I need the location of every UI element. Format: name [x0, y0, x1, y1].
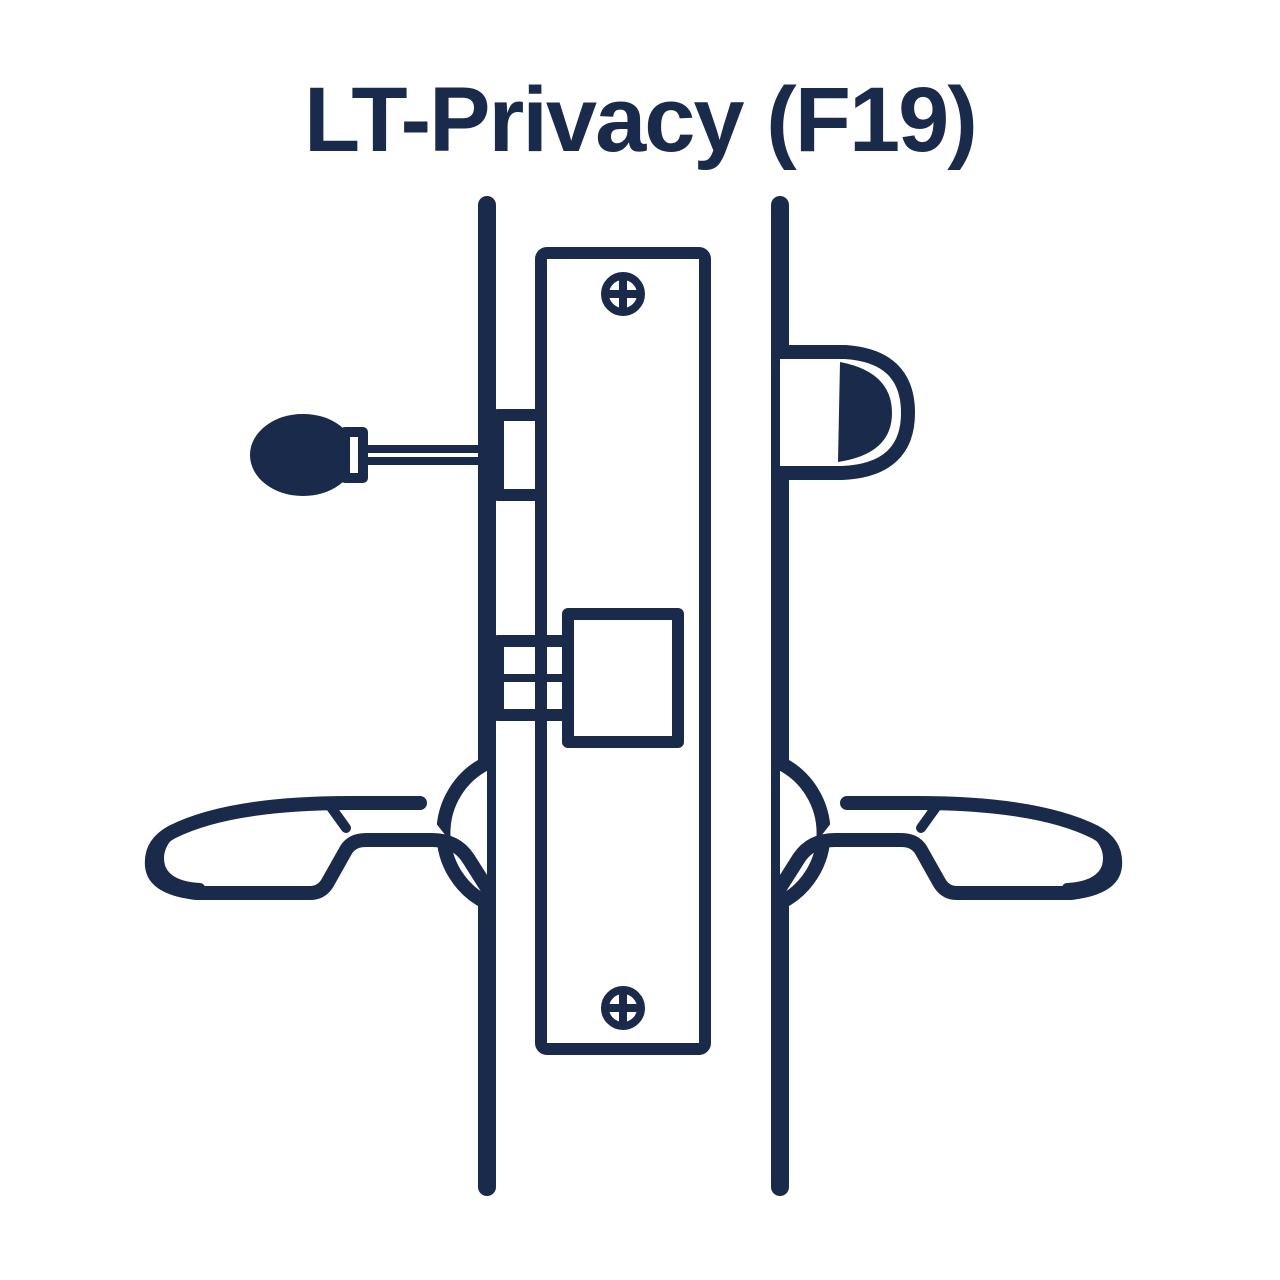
deadbolt	[498, 415, 541, 495]
emergency-key-icon	[257, 421, 487, 489]
latch-case	[568, 614, 678, 742]
turn-piece-icon	[780, 352, 908, 473]
lever-left-icon	[152, 763, 487, 903]
faceplate-screw-top	[605, 276, 641, 312]
lever-right-icon	[780, 763, 1115, 903]
faceplate-screw-bottom	[605, 990, 641, 1026]
lock-diagram-svg	[0, 0, 1280, 1280]
latch-bolt	[498, 641, 568, 715]
diagram-canvas: LT-Privacy (F19)	[0, 0, 1280, 1280]
